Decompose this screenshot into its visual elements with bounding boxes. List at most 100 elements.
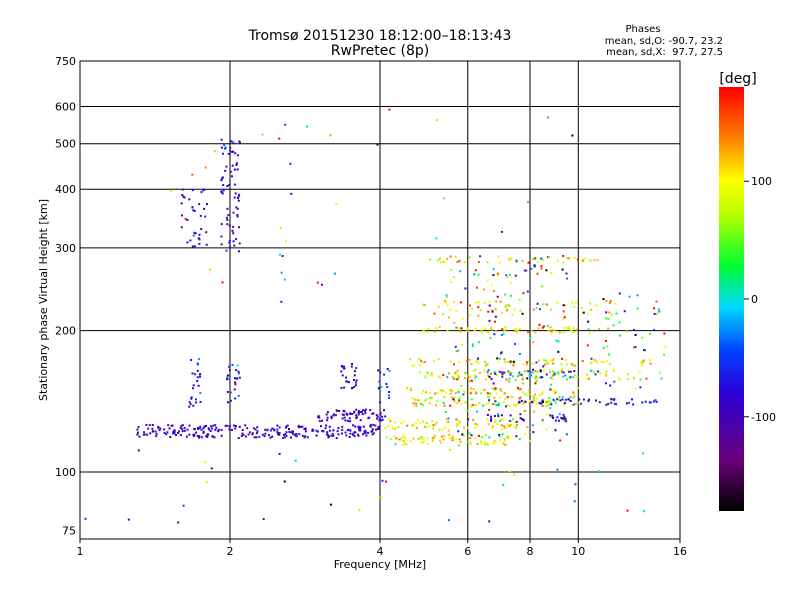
data-point	[587, 320, 590, 323]
data-point	[605, 317, 608, 320]
data-point	[283, 278, 286, 281]
data-point	[475, 301, 478, 304]
chart-title: Tromsø 20151230 18:12:00–18:13:43	[248, 28, 512, 44]
data-point	[431, 420, 434, 422]
data-point	[583, 258, 585, 261]
data-point	[290, 192, 293, 195]
data-point	[379, 371, 382, 374]
data-point	[481, 436, 484, 439]
data-point	[397, 426, 400, 429]
data-point	[406, 443, 408, 446]
data-point	[521, 391, 524, 394]
data-point	[231, 428, 233, 431]
data-point	[285, 435, 288, 437]
data-point	[492, 442, 495, 445]
data-point	[639, 361, 642, 364]
data-point	[444, 300, 447, 303]
data-point	[533, 265, 536, 268]
data-point	[477, 306, 480, 309]
data-point	[589, 370, 592, 372]
data-point	[480, 443, 483, 446]
data-point	[214, 424, 217, 427]
data-point	[538, 394, 541, 396]
data-point	[403, 437, 406, 440]
data-point	[515, 331, 518, 334]
data-point	[627, 373, 630, 376]
data-point	[229, 399, 232, 402]
data-point	[515, 329, 518, 332]
data-point	[544, 359, 547, 362]
data-point	[226, 374, 229, 377]
data-point	[461, 318, 464, 320]
data-point	[643, 510, 645, 513]
data-point	[372, 432, 375, 435]
data-point	[237, 370, 240, 373]
data-point	[192, 387, 194, 390]
data-point	[497, 402, 500, 405]
data-point	[322, 430, 325, 433]
data-point	[196, 362, 199, 365]
data-point	[634, 387, 637, 390]
data-point	[163, 428, 166, 431]
data-point	[495, 404, 498, 407]
data-point	[484, 364, 487, 367]
data-point	[343, 386, 346, 389]
data-point	[175, 434, 177, 437]
data-point	[232, 240, 235, 243]
data-point	[328, 425, 331, 428]
data-point	[486, 279, 489, 282]
data-point	[648, 359, 651, 362]
data-point	[234, 152, 237, 155]
data-point	[530, 374, 532, 377]
data-point	[442, 438, 445, 441]
data-point	[535, 370, 538, 373]
data-point	[383, 373, 386, 376]
data-point	[409, 389, 412, 392]
data-point	[415, 402, 418, 405]
data-point	[548, 400, 551, 402]
data-point	[557, 350, 560, 353]
data-point	[326, 416, 329, 419]
data-point	[367, 417, 370, 420]
data-point	[165, 433, 168, 436]
data-point	[497, 360, 500, 363]
data-point	[526, 361, 528, 364]
data-point	[475, 360, 478, 363]
data-point	[504, 326, 507, 329]
data-point	[540, 267, 543, 270]
data-point	[562, 318, 565, 321]
x-tick-label: 16	[673, 545, 687, 558]
data-point	[545, 303, 548, 306]
data-point	[199, 401, 202, 403]
data-point	[278, 137, 281, 140]
data-point	[228, 184, 231, 186]
data-point	[278, 426, 281, 429]
data-point	[490, 415, 492, 418]
data-point	[193, 427, 196, 430]
data-point	[536, 302, 539, 305]
data-point	[343, 367, 346, 370]
data-point	[204, 425, 206, 428]
data-point	[358, 425, 361, 428]
data-point	[572, 392, 575, 395]
data-point	[517, 388, 520, 391]
data-point	[645, 377, 648, 380]
data-point	[228, 224, 231, 227]
data-point	[457, 389, 460, 392]
data-point	[594, 373, 597, 376]
data-point	[612, 324, 615, 327]
data-point	[196, 435, 199, 437]
data-point	[186, 241, 189, 244]
data-point	[299, 425, 302, 428]
data-point	[476, 442, 479, 445]
data-point	[467, 376, 470, 379]
data-point	[304, 428, 307, 431]
data-point	[189, 239, 192, 242]
data-point	[513, 473, 515, 476]
data-point	[566, 327, 569, 330]
data-point	[580, 306, 583, 309]
data-point	[234, 381, 237, 384]
data-point	[163, 431, 166, 434]
data-point	[198, 242, 201, 245]
data-point	[623, 310, 626, 313]
